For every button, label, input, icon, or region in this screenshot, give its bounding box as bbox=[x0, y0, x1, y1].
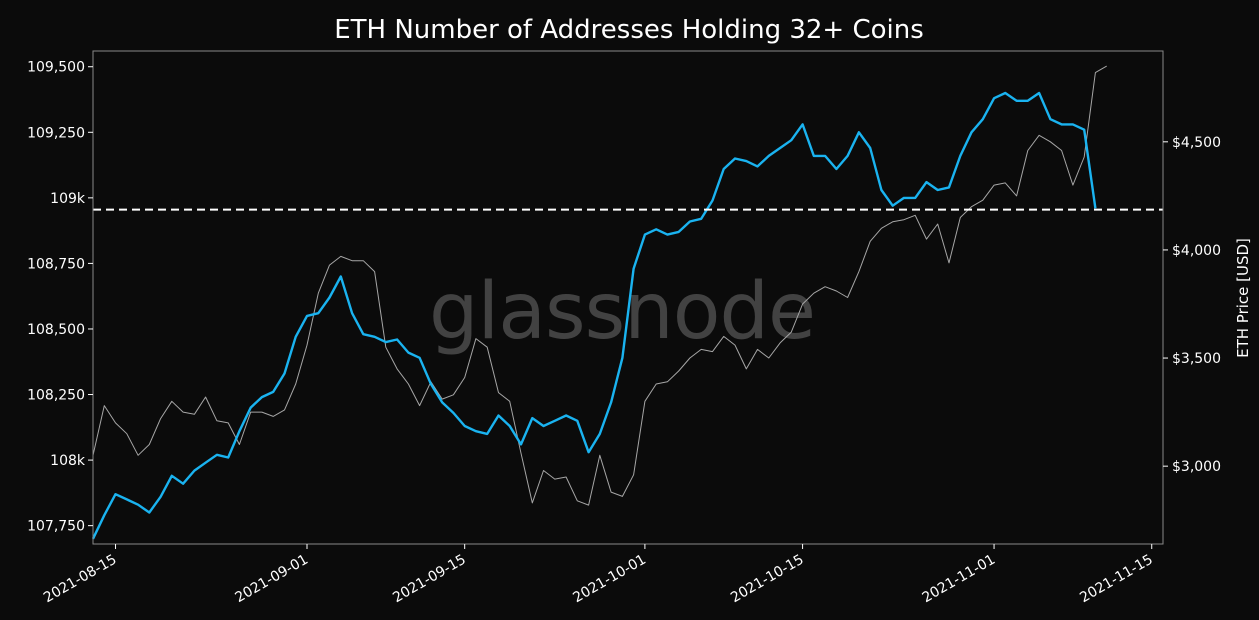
eth-price-series-line bbox=[92, 65, 1107, 506]
plot-frame bbox=[92, 50, 1164, 545]
left-tick-label: 109,250 bbox=[27, 125, 85, 141]
left-tick-label: 109,500 bbox=[27, 60, 85, 76]
left-tick-label: 109k bbox=[50, 191, 86, 207]
right-axis-label: ETH Price [USD] bbox=[1234, 238, 1252, 358]
right-axis: $3,000 $3,500 $4,000 $4,500 bbox=[1163, 135, 1221, 475]
plot-area: glassnode bbox=[91, 50, 1164, 545]
addresses-series-line bbox=[91, 91, 1097, 540]
right-tick-label: $3,000 bbox=[1172, 459, 1221, 475]
left-tick-label: 107,750 bbox=[27, 519, 85, 535]
chart-title: ETH Number of Addresses Holding 32+ Coin… bbox=[334, 15, 924, 45]
right-tick-label: $4,500 bbox=[1172, 135, 1221, 151]
left-tick-label: 108,750 bbox=[27, 256, 85, 272]
right-tick-label: $3,500 bbox=[1172, 351, 1221, 367]
right-tick-label: $4,000 bbox=[1172, 243, 1221, 259]
left-tick-label: 108,250 bbox=[27, 388, 85, 404]
left-tick-label: 108k bbox=[50, 453, 86, 469]
left-axis: 107,750 108k 108,250 108,500 108,750 109k 109,… bbox=[27, 60, 93, 535]
series-layer bbox=[91, 65, 1107, 540]
watermark: glassnode bbox=[429, 267, 815, 357]
left-tick-label: 108,500 bbox=[27, 322, 85, 338]
